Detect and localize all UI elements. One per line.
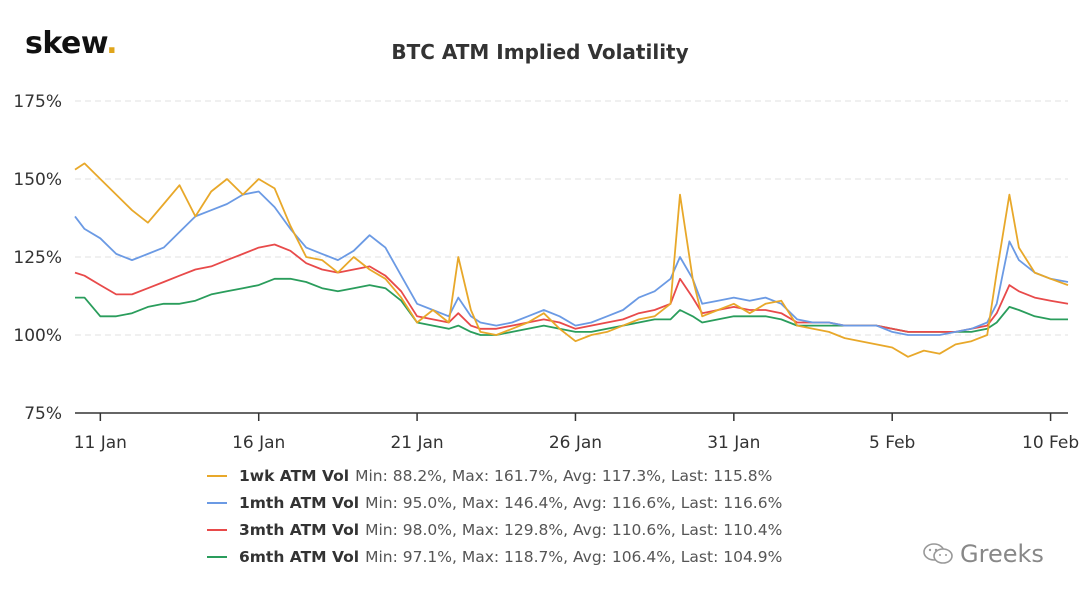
legend-item[interactable]: 1mth ATM Vol Min: 95.0%, Max: 146.4%, Avg… — [207, 489, 782, 516]
legend-swatch — [207, 501, 227, 504]
y-tick-label: 75% — [24, 404, 62, 424]
legend-item[interactable]: 3mth ATM Vol Min: 98.0%, Max: 129.8%, Avg… — [207, 516, 782, 543]
legend-series-name: 6mth ATM Vol — [239, 547, 360, 566]
legend-swatch — [207, 528, 227, 531]
legend-series-summary: Min: 98.0%, Max: 129.8%, Avg: 110.6%, La… — [365, 520, 783, 539]
legend-item[interactable]: 1wk ATM Vol Min: 88.2%, Max: 161.7%, Avg:… — [207, 462, 782, 489]
chart-area: 75% 100% 125% 150% 175% 11 Jan 16 Jan 21 Jan 26… — [13, 92, 1079, 453]
legend-swatch — [207, 555, 227, 558]
wechat-icon — [923, 543, 953, 564]
x-tick-label: 26 Jan — [549, 433, 602, 453]
legend-series-name: 3mth ATM Vol — [239, 520, 360, 539]
chart-title: BTC ATM Implied Volatility — [391, 40, 689, 64]
watermark: Greeks — [922, 540, 1044, 568]
x-tick-label: 11 Jan — [74, 433, 127, 453]
series-line-1mth — [74, 190, 1069, 336]
brand-name: skew — [25, 26, 107, 61]
x-tick-label: 21 Jan — [390, 433, 443, 453]
brand-logo: skew. — [25, 26, 118, 61]
legend: 1wk ATM Vol Min: 88.2%, Max: 161.7%, Avg:… — [207, 462, 782, 570]
y-axis: 75% 100% 125% 150% 175% — [13, 92, 62, 424]
x-tick-label: 10 Feb — [1022, 433, 1079, 453]
legend-swatch — [207, 474, 227, 477]
legend-series-name: 1wk ATM Vol — [239, 466, 350, 485]
series-lines — [74, 162, 1069, 358]
x-tick-label: 31 Jan — [707, 433, 760, 453]
x-tick-label: 5 Feb — [869, 433, 915, 453]
series-line-3mth — [74, 243, 1069, 333]
x-axis: 11 Jan 16 Jan 21 Jan 26 Jan 31 Jan 5 Feb 10 Fe… — [74, 412, 1079, 453]
x-tick-label: 16 Jan — [232, 433, 285, 453]
y-tick-label: 150% — [13, 170, 62, 190]
y-tick-label: 175% — [13, 92, 62, 112]
legend-series-summary: Min: 88.2%, Max: 161.7%, Avg: 117.3%, La… — [355, 466, 773, 485]
legend-item[interactable]: 6mth ATM Vol Min: 97.1%, Max: 118.7%, Avg… — [207, 543, 782, 570]
watermark-text: Greeks — [960, 540, 1044, 568]
legend-series-summary: Min: 95.0%, Max: 146.4%, Avg: 116.6%, La… — [365, 493, 783, 512]
y-tick-label: 125% — [13, 248, 62, 268]
y-tick-label: 100% — [13, 326, 62, 346]
legend-series-name: 1mth ATM Vol — [239, 493, 360, 512]
legend-series-summary: Min: 97.1%, Max: 118.7%, Avg: 106.4%, La… — [365, 547, 783, 566]
series-line-1wk — [74, 162, 1069, 358]
gridlines — [75, 100, 1068, 336]
brand-dot: . — [106, 26, 118, 61]
